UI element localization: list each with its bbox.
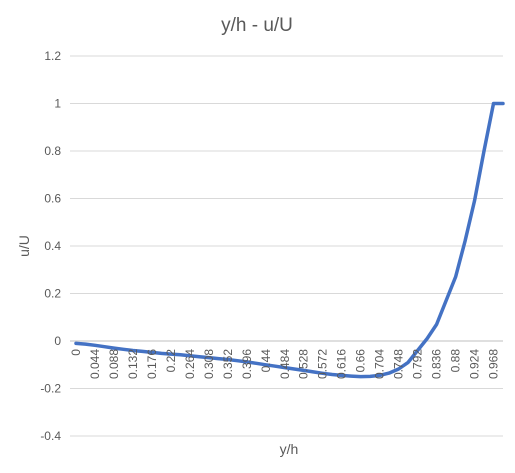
y-tick-label: 0.2 [44,287,61,301]
x-tick-label: 0.704 [373,349,387,379]
x-tick-label: 0.44 [259,349,273,373]
x-axis-ticks: 0 0.044 0.088 0.132 0.176 0.22 0.264 0.308 0.352… [69,349,501,379]
x-tick-label: 0.264 [183,349,197,379]
gridlines [70,55,503,437]
x-tick-label: 0.792 [411,349,425,379]
x-tick-label: 0.572 [316,349,330,379]
y-tick-label: 0.4 [44,239,61,253]
y-tick-label: -0.2 [40,382,61,396]
series-line-0 [74,101,505,379]
x-tick-label: 0.044 [88,349,102,379]
x-tick-label: 0.176 [145,349,159,379]
y-tick-label: 1.2 [44,49,61,63]
x-tick-label: 0.396 [240,349,254,379]
x-tick-label: 0.66 [354,349,368,373]
x-tick-label: 0.968 [487,349,501,379]
series-layer [74,101,505,379]
y-axis-label: u/U [16,235,32,257]
x-tick-label: 0.308 [202,349,216,379]
x-tick-label: 0.924 [468,349,482,379]
x-tick-label: 0.484 [278,349,292,379]
y-tick-label: 0.8 [44,144,61,158]
x-tick-label: 0.88 [449,349,463,373]
y-tick-label: -0.4 [40,429,61,443]
x-tick-label: 0.088 [107,349,121,379]
y-tick-label: 1 [54,97,61,111]
chart-title: y/h - u/U [221,15,293,36]
x-tick-label: 0 [69,349,83,356]
x-tick-label: 0.748 [392,349,406,379]
x-axis-label: y/h [280,441,299,457]
x-tick-label: 0.352 [221,349,235,379]
x-tick-label: 0.616 [335,349,349,379]
x-tick-label: 0.132 [126,349,140,379]
y-tick-label: 0 [54,334,61,348]
x-tick-label: 0.528 [297,349,311,379]
x-tick-label: 0.836 [430,349,444,379]
y-axis-ticks: -0.4 -0.2 0 0.2 0.4 0.6 0.8 1 1.2 [40,49,61,443]
y-tick-label: 0.6 [44,192,61,206]
x-tick-label: 0.22 [164,349,178,373]
